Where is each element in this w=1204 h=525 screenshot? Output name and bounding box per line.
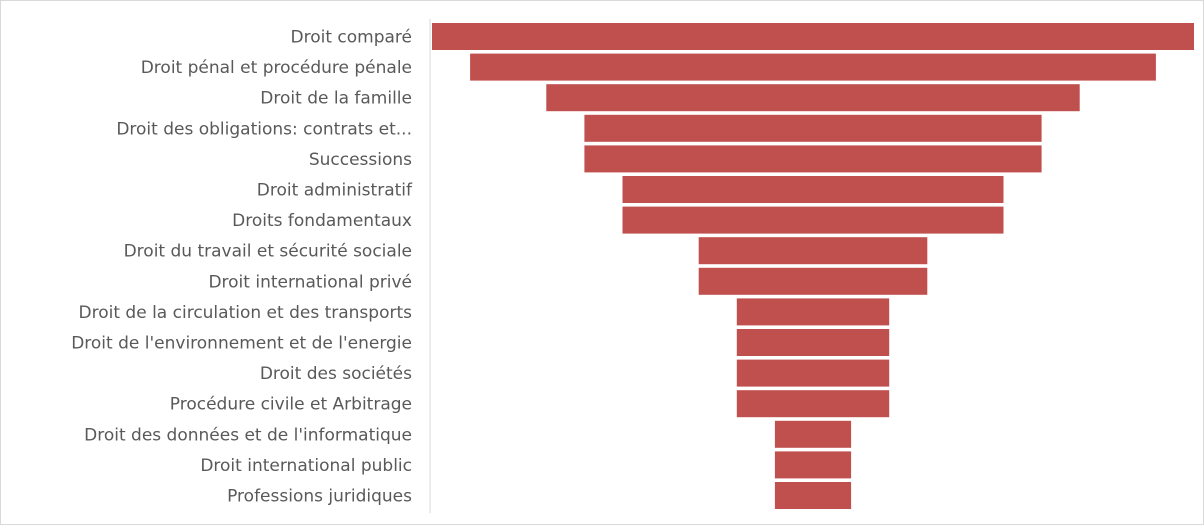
category-label-9: Droit international privé [208, 272, 412, 292]
bar-13 [737, 390, 889, 417]
category-label-12: Droit des sociétés [260, 364, 412, 384]
category-label-10: Droit de la circulation et des transport… [79, 303, 413, 323]
bar-3 [546, 84, 1079, 111]
category-label-4: Droit des obligations: contrats et... [116, 119, 412, 139]
bar-1 [432, 23, 1194, 50]
bar-15 [775, 451, 851, 478]
bars-group [432, 23, 1194, 509]
bar-11 [737, 329, 889, 356]
bar-16 [775, 482, 851, 509]
category-label-8: Droit du travail et sécurité sociale [124, 242, 412, 262]
category-label-7: Droits fondamentaux [232, 211, 412, 231]
bar-8 [699, 237, 928, 264]
category-label-15: Droit international public [200, 456, 412, 476]
category-label-16: Professions juridiques [227, 487, 412, 507]
bar-7 [623, 207, 1004, 234]
bar-2 [470, 54, 1156, 81]
category-label-14: Droit des données et de l'informatique [84, 425, 412, 445]
category-label-13: Procédure civile et Arbitrage [170, 395, 412, 415]
bar-5 [584, 145, 1041, 172]
category-label-3: Droit de la famille [260, 89, 412, 109]
bar-9 [699, 268, 928, 295]
category-label-5: Successions [309, 150, 412, 170]
bar-10 [737, 298, 889, 325]
bar-6 [623, 176, 1004, 203]
category-label-11: Droit de l'environnement et de l'energie [71, 334, 412, 354]
bar-14 [775, 421, 851, 448]
category-label-2: Droit pénal et procédure pénale [141, 58, 412, 78]
category-label-6: Droit administratif [257, 181, 413, 201]
bar-4 [584, 115, 1041, 142]
category-label-1: Droit comparé [291, 28, 413, 48]
bar-12 [737, 360, 889, 387]
category-labels-group: Droit comparé Droit pénal et procédure pé… [71, 28, 413, 507]
